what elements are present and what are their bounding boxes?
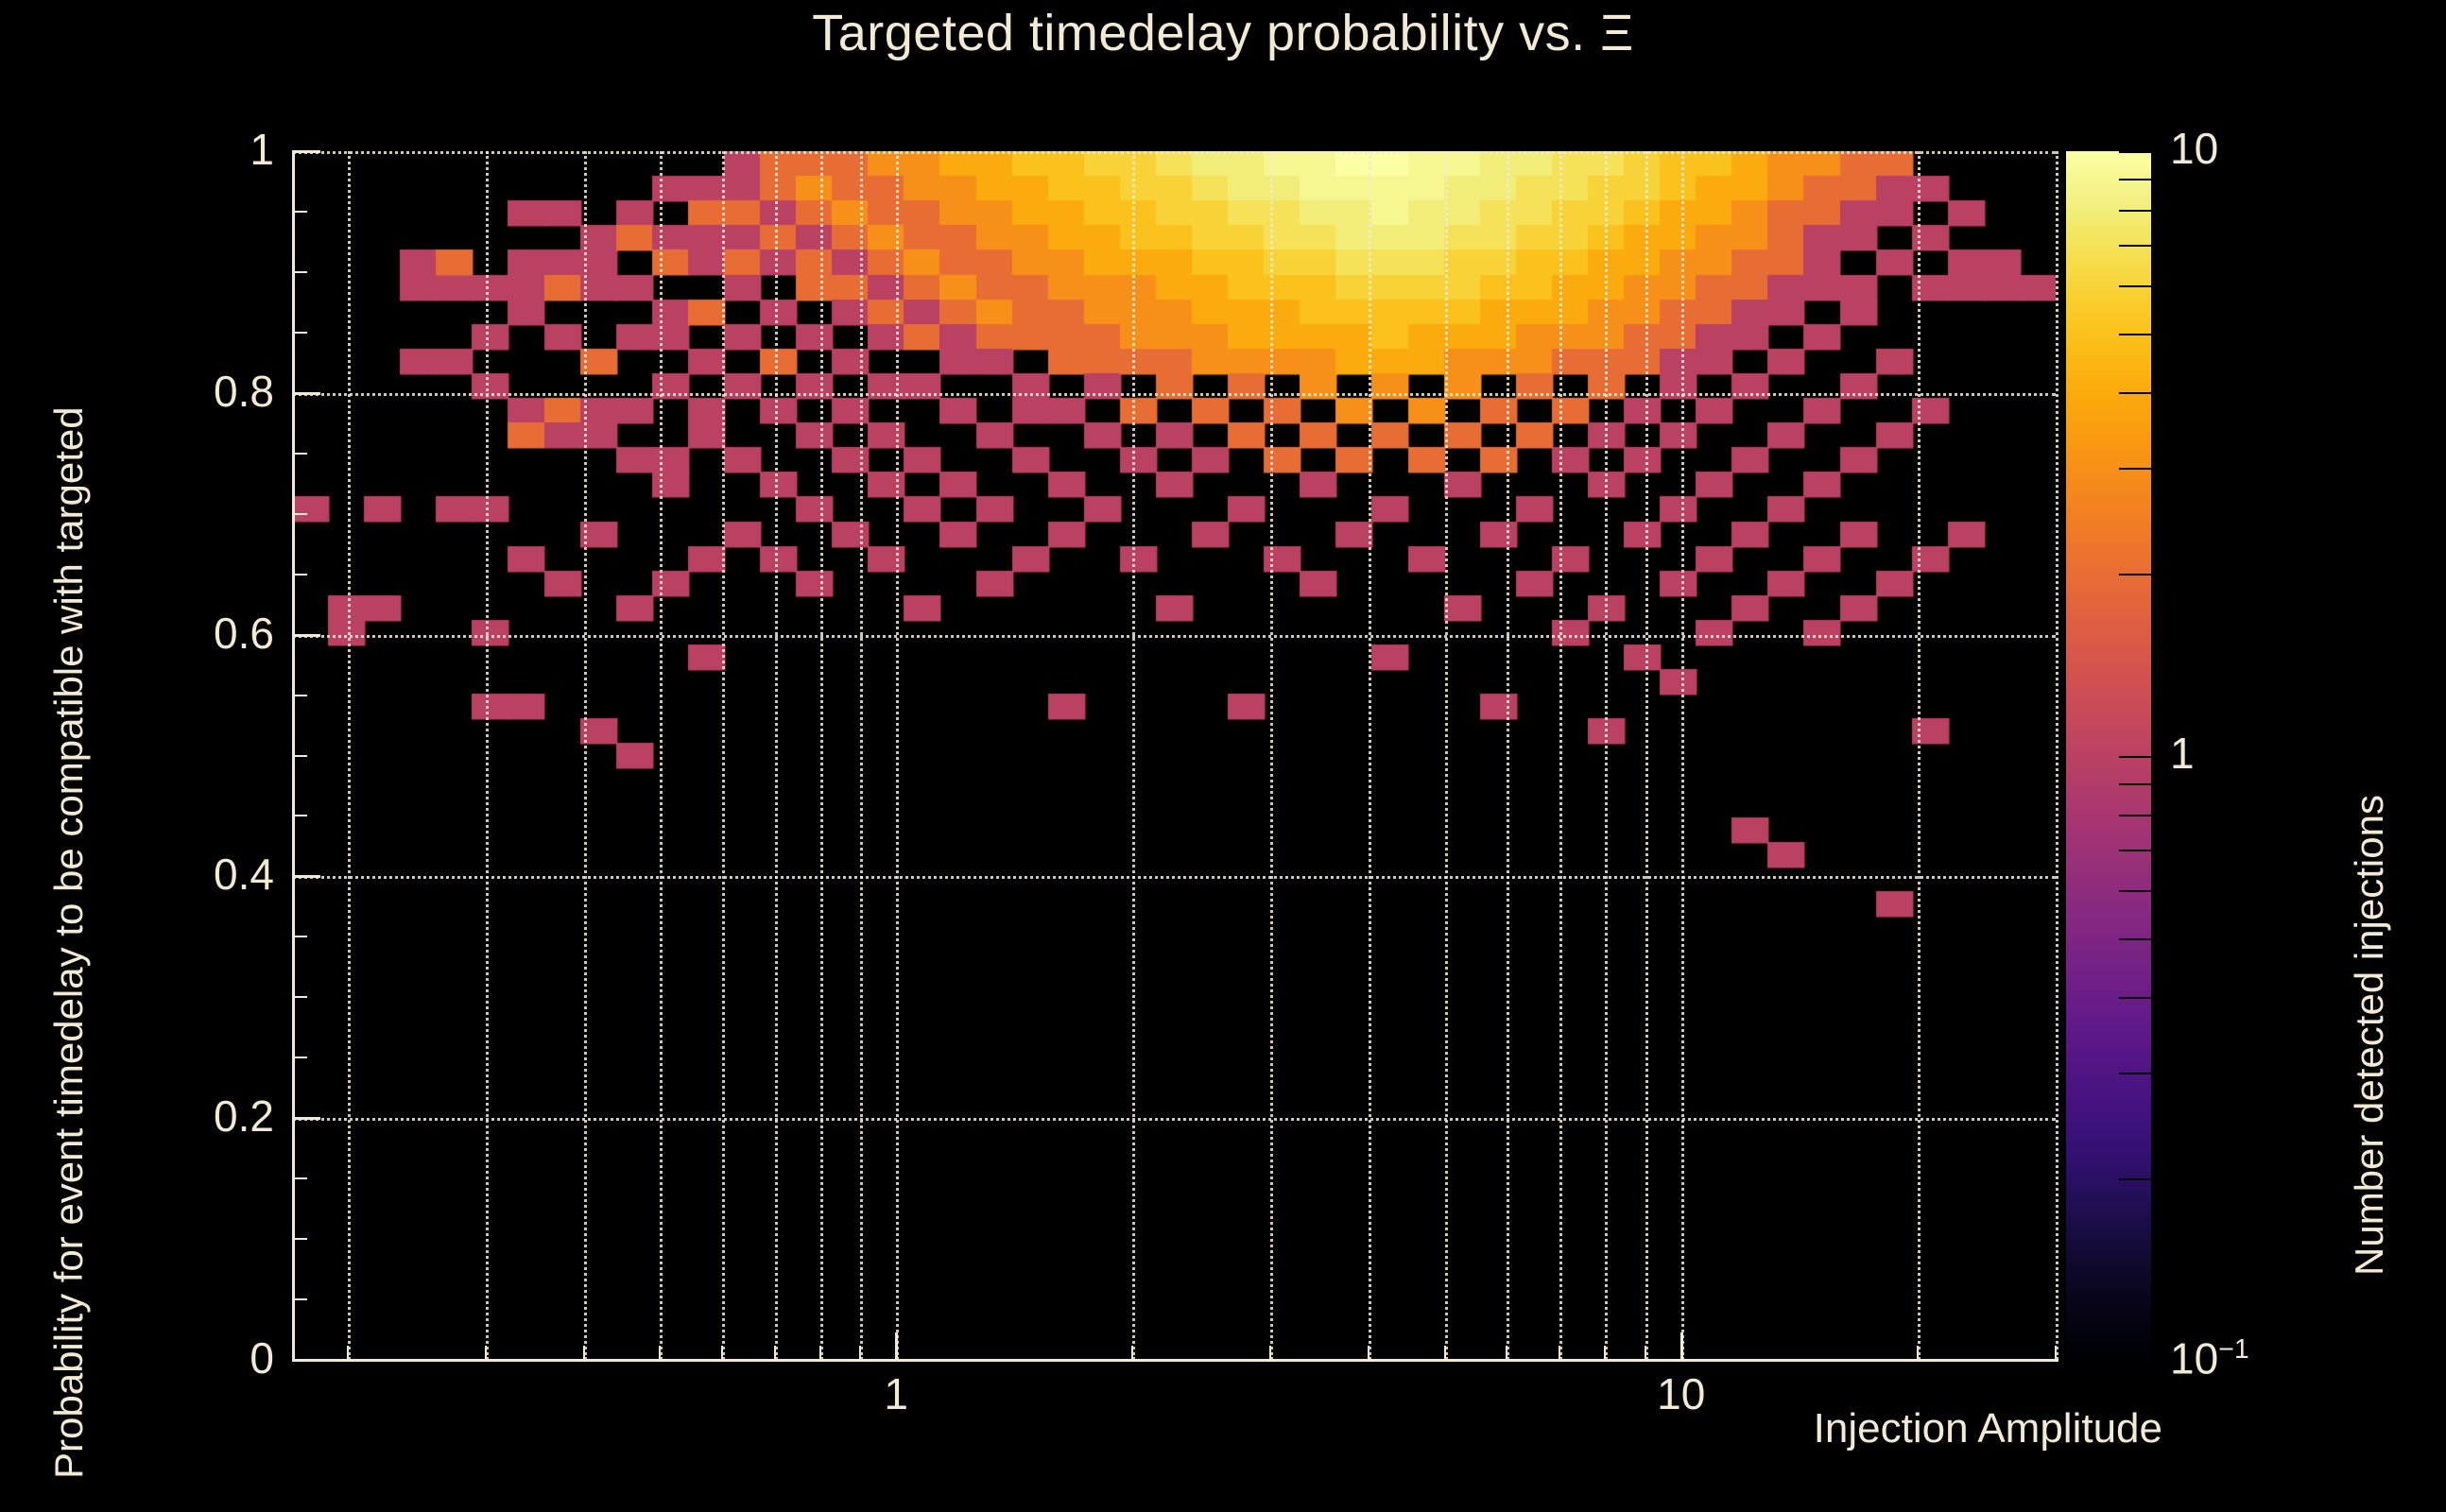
y-tick-minor [292,1177,307,1180]
colorbar-tick [2119,850,2151,851]
y-tick-minor [292,996,307,999]
y-tick-major [292,1359,320,1362]
page-title: Targeted timedelay probability vs. Ξ [812,5,1634,61]
x-gridline-minor [1444,151,1448,1360]
y-tick-label: 1 [250,125,274,174]
x-gridline-minor [819,151,823,1360]
x-gridline-minor [721,151,725,1360]
y-tick-label: 0 [250,1333,274,1383]
plot-area [292,151,2056,1360]
x-tick-label: 1 [884,1369,908,1418]
colorbar-tick [2119,997,2151,999]
x-gridline-minor [660,151,663,1360]
x-gridline-minor [774,151,778,1360]
x-gridline-minor [1369,151,1372,1360]
y-tick-minor [292,936,307,938]
colorbar-tick [2119,574,2151,576]
y-gridline [292,1118,2056,1122]
colorbar-tick [2119,756,2151,758]
x-gridline-minor [583,151,587,1360]
colorbar-tick [2119,210,2151,212]
y-tick-label: 0.8 [214,366,274,416]
colorbar-tick [2119,938,2151,940]
y-tick-minor [292,694,307,696]
y-tick-minor [292,210,307,213]
y-axis-line [292,151,295,1362]
colorbar-tick [2119,815,2151,816]
x-axis-line [292,1359,2058,1362]
colorbar-tick [2119,179,2151,180]
x-gridline [1680,151,1684,1360]
colorbar-tick [2119,334,2151,335]
colorbar-tick [2119,468,2151,470]
colorbar-tick [2119,245,2151,247]
y-tick-minor [292,1298,307,1301]
y-tick-minor [292,512,307,515]
y-tick-minor [292,573,307,576]
x-gridline-minor [1559,151,1563,1360]
y-gridline [292,151,2056,154]
colorbar-tick-label: 10 [2170,124,2219,173]
colorbar-tick-label: 10−1 [2170,1333,2249,1383]
y-tick-minor [292,815,307,817]
y-gridline [292,876,2056,880]
colorbar-tick [2119,1361,2151,1363]
y-tick-label: 0.6 [214,608,274,658]
colorbar-tick [2119,890,2151,892]
x-gridline-minor [1645,151,1648,1360]
x-gridline-minor [1132,151,1136,1360]
x-gridline-minor [1605,151,1609,1360]
colorbar-tick [2119,285,2151,287]
y-tick-label: 0.2 [214,1091,274,1142]
colorbar-tick-label: 1 [2170,729,2195,778]
colorbar-tick [2119,392,2151,394]
colorbar-title: Number detected injections [2347,795,2391,1276]
y-tick-minor [292,1238,307,1241]
y-tick-label: 0.4 [214,850,274,900]
heatmap-canvas [292,151,2056,1360]
x-tick-label: 10 [1657,1369,1706,1418]
x-gridline-minor [347,151,351,1360]
x-gridline-minor [485,151,489,1360]
x-gridline-minor [860,151,864,1360]
colorbar-tick [2119,1178,2151,1180]
y-axis-title: Probability for event timedelay to be co… [46,406,91,1479]
y-tick-minor [292,452,307,455]
x-axis-title: Injection Amplitude [1813,1405,2162,1452]
y-tick-minor [292,1057,307,1059]
x-gridline-minor [1270,151,1274,1360]
y-gridline [292,392,2056,396]
x-gridline-minor [1917,151,1921,1360]
colorbar-tick [2119,151,2151,153]
y-tick-minor [292,270,307,273]
colorbar-tick [2119,1073,2151,1074]
y-tick-minor [292,754,307,757]
x-gridline-minor [2056,151,2058,1360]
x-gridline [896,151,900,1360]
colorbar-tick [2119,783,2151,785]
y-gridline [292,634,2056,638]
x-gridline-minor [1507,151,1510,1360]
y-tick-minor [292,331,307,334]
